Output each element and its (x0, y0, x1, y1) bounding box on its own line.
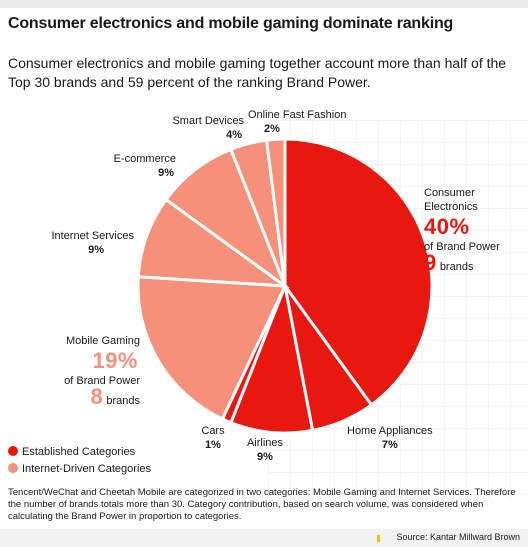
label-mobile-gaming: Mobile Gaming 19% of Brand Power 8 brand… (50, 334, 170, 408)
label-consumer-electronics: Consumer Electronics 40% of Brand Power … (424, 186, 514, 274)
source-text: Source: Kantar Millward Brown (396, 532, 520, 542)
label-internet-services: Internet Services 9% (30, 229, 140, 257)
label-cars: Cars 1% (196, 424, 230, 452)
label-smart-devices-pct: 4% (226, 129, 242, 141)
label-home-appliances-name: Home Appliances (347, 425, 433, 437)
label-internet-services-name: Internet Services (51, 230, 134, 242)
label-mobile-gaming-name: Mobile Gaming (66, 335, 140, 347)
mobile-gaming-brand-unit: brands (106, 395, 140, 407)
label-e-commerce-name: E-commerce (113, 153, 176, 165)
pie-slice-internet-services (136, 197, 291, 288)
label-consumer-electronics-sub: of Brand Power (424, 241, 500, 253)
legend-internet: Internet-Driven Categories (8, 463, 151, 475)
chart-title: Consumer electronics and mobile gaming d… (8, 15, 454, 32)
legend-established: Established Categories (8, 446, 135, 458)
footnote: Tencent/WeChat and Cheetah Mobile are ca… (8, 487, 516, 522)
chart-subtitle: Consumer electronics and mobile gaming t… (8, 55, 507, 90)
mobile-gaming-brand-count: 8 (90, 384, 104, 409)
pie-slice-e-commerce (163, 147, 289, 291)
label-mobile-gaming-sub: of Brand Power (64, 375, 140, 387)
label-internet-services-pct: 9% (88, 244, 104, 256)
label-airlines-pct: 9% (257, 451, 273, 463)
label-online-fast-fashion-pct: 2% (264, 123, 280, 135)
consumer-electronics-brand-unit: brands (439, 261, 474, 273)
legend-established-swatch (8, 446, 18, 456)
consumer-electronics-brand-count: 9 (424, 250, 437, 275)
top-bar (0, 0, 528, 8)
label-smart-devices-name: Smart Devices (172, 115, 244, 127)
label-home-appliances-pct: 7% (381, 439, 398, 451)
pie-slice-online-fast-fashion (264, 137, 287, 287)
source-accent (377, 535, 380, 542)
label-mobile-gaming-pct: 19% (92, 348, 138, 373)
label-cars-pct: 1% (205, 439, 221, 451)
label-consumer-electronics-brands: 9 brands (424, 252, 514, 274)
label-e-commerce: E-commerce 9% (98, 152, 178, 180)
pie-slice-consumer-electronics (283, 137, 434, 408)
legend-established-label: Established Categories (22, 446, 136, 458)
label-airlines: Airlines 9% (245, 436, 285, 464)
pie-slice-airlines (228, 280, 315, 435)
label-airlines-name: Airlines (246, 437, 284, 449)
label-e-commerce-pct: 9% (158, 167, 174, 179)
label-smart-devices: Smart Devices 4% (158, 114, 244, 142)
legend-internet-label: Internet-Driven Categories (22, 463, 152, 475)
legend-internet-swatch (8, 463, 18, 473)
label-online-fast-fashion-name: Online Fast Fashion (248, 109, 347, 121)
label-online-fast-fashion: Online Fast Fashion 2% (248, 108, 378, 136)
source-bar (0, 529, 528, 547)
label-consumer-electronics-name: Consumer Electronics (424, 187, 478, 213)
label-mobile-gaming-brands: 8 brands (50, 386, 170, 408)
label-cars-name: Cars (201, 425, 225, 437)
label-home-appliances: Home Appliances 7% (347, 424, 433, 452)
label-consumer-electronics-pct: 40% (424, 214, 470, 239)
pie-slice-mobile-gaming (136, 275, 288, 422)
